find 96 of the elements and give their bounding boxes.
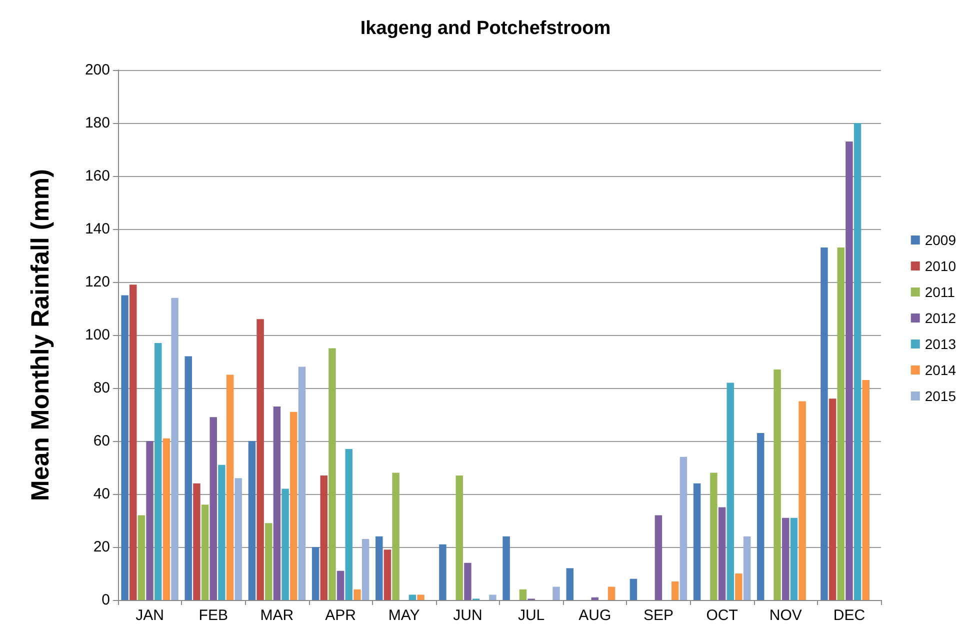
legend-label: 2010: [924, 258, 956, 274]
bar: [591, 597, 598, 600]
bar: [320, 475, 328, 600]
x-tick-label: APR: [325, 607, 356, 624]
bar: [417, 594, 424, 600]
bar: [345, 448, 352, 600]
bar: [146, 441, 154, 600]
bar: [757, 433, 764, 600]
y-tick-label: 40: [93, 486, 110, 502]
bar: [201, 504, 209, 600]
bar: [489, 594, 496, 600]
y-axis-title: Mean Monthly Rainfall (mm): [26, 169, 54, 501]
bar: [226, 374, 234, 600]
legend-label: 2009: [924, 232, 956, 248]
bar: [312, 547, 320, 600]
bar: [234, 478, 242, 600]
bar: [846, 142, 853, 600]
bar: [282, 488, 289, 600]
bar: [854, 123, 862, 600]
bar: [171, 298, 178, 600]
x-tick-label: FEB: [198, 607, 228, 624]
bar: [456, 475, 463, 600]
bar: [121, 295, 128, 600]
legend-label: 2012: [924, 310, 956, 326]
bar: [790, 518, 798, 600]
bar: [138, 515, 146, 600]
legend-label: 2011: [924, 284, 956, 300]
bar: [336, 570, 344, 600]
bar: [630, 578, 638, 600]
bar: [384, 550, 392, 600]
bar: [608, 586, 616, 600]
bar: [726, 382, 734, 600]
bar: [354, 589, 361, 600]
y-tick-label: 0: [102, 592, 110, 608]
legend-label: 2015: [924, 388, 956, 404]
bar: [184, 356, 192, 600]
y-tick-label: 140: [84, 220, 110, 238]
bar: [439, 544, 446, 600]
bar: [837, 248, 844, 600]
y-tick-label: 80: [93, 380, 110, 396]
bar: [718, 507, 726, 600]
bar: [298, 366, 306, 600]
y-tick-label: 20: [93, 538, 110, 556]
bar: [552, 586, 560, 600]
y-tick-label: 100: [84, 326, 110, 344]
bar: [265, 523, 272, 600]
legend-label: 2013: [924, 336, 956, 352]
bar: [290, 412, 298, 600]
x-tick-label: AUG: [578, 607, 612, 624]
bar: [502, 536, 510, 600]
bar: [820, 248, 828, 600]
bar: [774, 369, 781, 600]
bar: [154, 342, 162, 600]
x-tick-label: JAN: [136, 607, 164, 624]
bar: [693, 483, 701, 600]
bar: [130, 284, 137, 600]
bar: [210, 417, 217, 600]
y-tick-label: 200: [84, 62, 110, 78]
bar: [671, 581, 679, 600]
bar: [328, 348, 336, 600]
bar: [735, 574, 742, 600]
bar: [273, 406, 281, 600]
bar: [743, 536, 751, 600]
bar: [392, 472, 400, 600]
bar: [376, 536, 383, 600]
bar: [256, 319, 264, 600]
chart-title: Ikageng and Potchefstroom: [360, 18, 611, 39]
y-tick-label: 120: [84, 274, 110, 290]
y-tick-label: 60: [93, 432, 110, 450]
x-tick-label: DEC: [833, 607, 866, 624]
bar: [193, 483, 200, 600]
bar: [162, 438, 170, 600]
bar: [680, 456, 688, 600]
y-tick-label: 180: [84, 114, 110, 132]
x-tick-label: JUL: [518, 607, 545, 624]
x-tick-label: OCT: [706, 607, 738, 624]
bar: [362, 539, 370, 600]
bar: [862, 380, 870, 600]
bar: [798, 401, 806, 600]
x-tick-label: SEP: [643, 607, 674, 624]
x-tick-label: JUN: [453, 607, 482, 624]
bar: [248, 441, 256, 600]
bar: [464, 562, 472, 600]
bar: [782, 518, 790, 600]
bar: [710, 472, 718, 600]
bar: [218, 464, 226, 600]
legend-label: 2014: [924, 362, 956, 378]
x-tick-label: MAY: [388, 607, 420, 624]
bar: [566, 568, 574, 600]
y-tick-label: 160: [84, 168, 110, 184]
x-tick-label: NOV: [769, 607, 802, 624]
bar: [519, 589, 527, 600]
x-tick-label: MAR: [260, 607, 294, 624]
bar: [828, 398, 836, 600]
bar: [408, 594, 416, 600]
bar: [654, 515, 662, 600]
